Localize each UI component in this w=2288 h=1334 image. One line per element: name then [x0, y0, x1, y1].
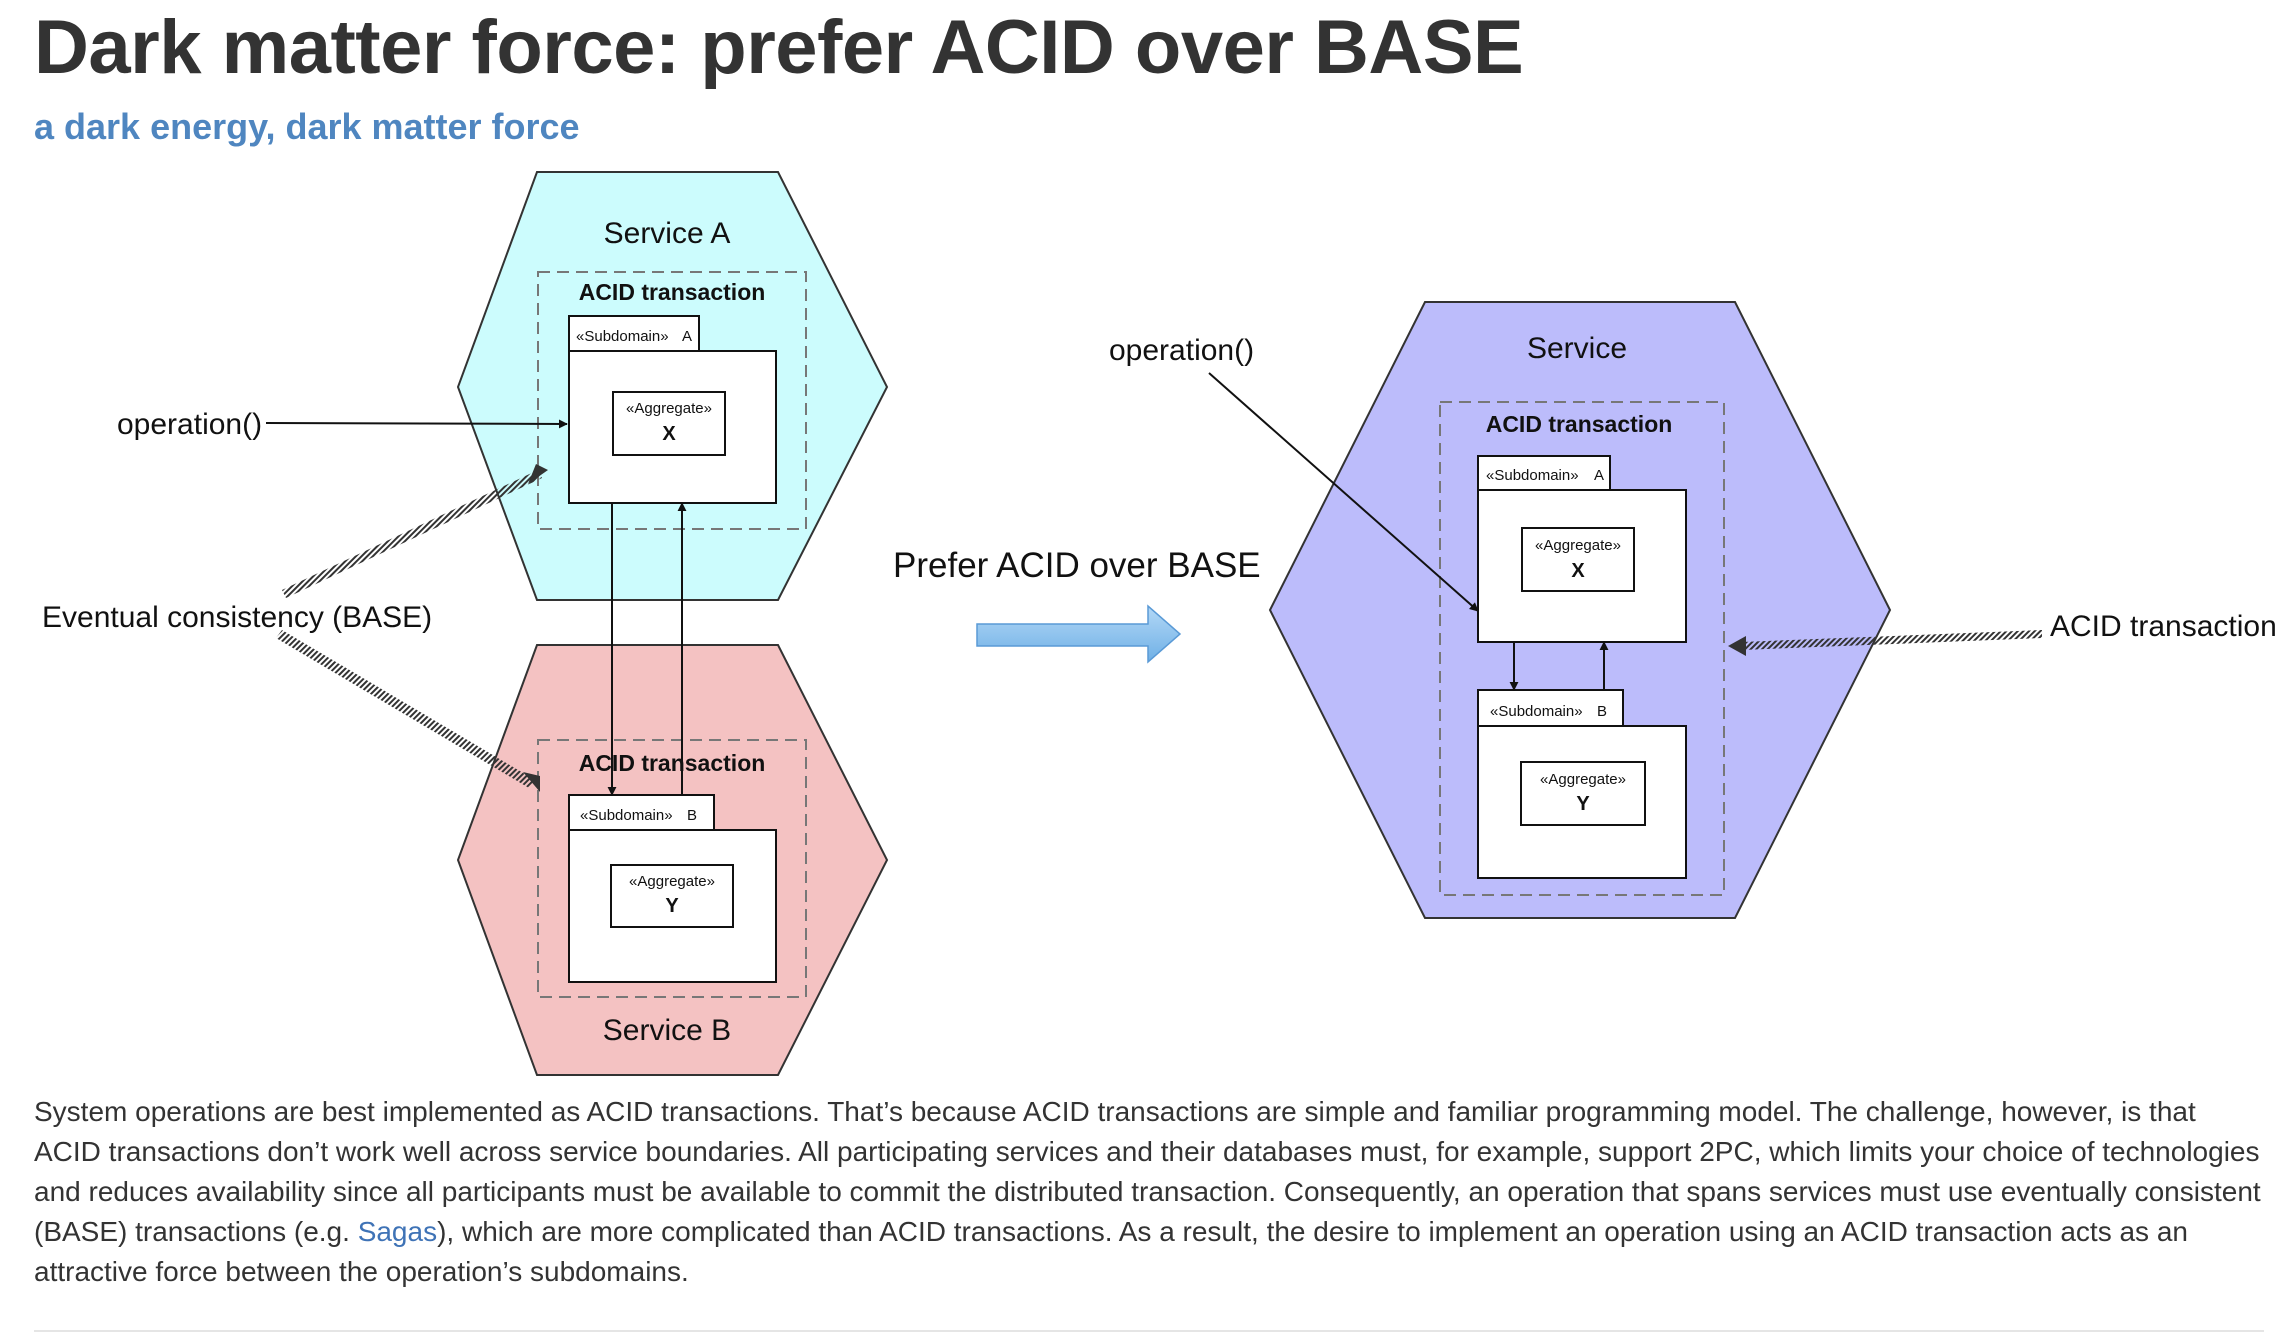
service-b-label: Service B	[603, 1014, 731, 1047]
right-acid-transaction-label: ACID transaction	[2050, 610, 2277, 643]
service-a-acid-label: ACID transaction	[579, 279, 766, 305]
aggregate-y-stereotype: «Aggregate»	[629, 873, 715, 890]
subdomain-a-package: «Subdomain» A «Aggregate» X	[568, 315, 777, 504]
right-aggregate-y-stereotype: «Aggregate»	[1540, 771, 1626, 788]
subdomain-a-name: A	[682, 328, 692, 345]
right-subdomain-b-package: «Subdomain» B «Aggregate» Y	[1477, 689, 1687, 879]
subdomain-a-stereotype: «Subdomain»	[576, 328, 669, 345]
left-operation-label: operation()	[117, 408, 262, 441]
left-operation-arrow	[265, 419, 568, 429]
section-divider	[34, 1330, 2264, 1332]
right-subdomain-b-stereotype: «Subdomain»	[1490, 703, 1583, 720]
aggregate-y-name: Y	[665, 895, 679, 917]
right-aggregate-x-name: X	[1571, 560, 1585, 582]
eventual-consistency-label: Eventual consistency (BASE)	[42, 601, 432, 634]
body-text-start: System operations are best implemented a…	[34, 1096, 2261, 1247]
eventual-consistency-arrow-up	[282, 464, 548, 598]
subdomain-b-package: «Subdomain» B «Aggregate» Y	[568, 794, 777, 983]
aggregate-x-box	[612, 391, 726, 456]
aggregate-x-name: X	[662, 423, 676, 445]
service-a-hexagon: Service A ACID transaction «Subdomain» A…	[456, 171, 889, 601]
service-b-hexagon: ACID transaction «Subdomain» B «Aggregat…	[456, 644, 889, 1076]
page-subtitle: a dark energy, dark matter force	[34, 106, 580, 147]
service-acid-boundary	[1439, 401, 1725, 896]
right-aggregate-x-stereotype: «Aggregate»	[1535, 537, 1621, 554]
right-aggregate-y-name: Y	[1576, 793, 1590, 815]
right-aggregate-x-box	[1521, 527, 1635, 592]
page-title: Dark matter force: prefer ACID over BASE	[34, 5, 1524, 90]
service-acid-label: ACID transaction	[1486, 411, 1673, 437]
service-b-acid-boundary	[537, 739, 807, 998]
service-a-label: Service A	[604, 217, 731, 250]
subdomain-b-stereotype: «Subdomain»	[580, 807, 673, 824]
aggregate-x-stereotype: «Aggregate»	[626, 400, 712, 417]
subdomain-b-name: B	[687, 807, 697, 824]
service-hexagon: Service ACID transaction «Subdomain» A «…	[1268, 301, 1892, 919]
right-subdomain-b-name: B	[1597, 703, 1607, 720]
right-operation-arrow	[1208, 372, 1479, 612]
body-text-end: ), which are more complicated than ACID …	[34, 1216, 2188, 1287]
prefer-label: Prefer ACID over BASE	[893, 546, 1261, 585]
architecture-diagram: Service A ACID transaction «Subdomain» A…	[42, 171, 2277, 1076]
right-aggregate-y-box	[1520, 761, 1646, 826]
right-operation-label: operation()	[1109, 334, 1254, 367]
right-subdomain-a-package: «Subdomain» A «Aggregate» X	[1477, 455, 1687, 643]
aggregate-y-box	[610, 864, 734, 928]
right-subdomain-a-stereotype: «Subdomain»	[1486, 467, 1579, 484]
eventual-consistency-arrow-down	[276, 630, 540, 792]
right-subdomain-a-name: A	[1594, 467, 1604, 484]
body-paragraph: System operations are best implemented a…	[34, 1092, 2264, 1292]
acid-transaction-arrow	[1728, 630, 2042, 656]
service-label: Service	[1527, 332, 1627, 365]
sagas-link[interactable]: Sagas	[357, 1216, 438, 1247]
prefer-arrow-icon	[976, 604, 1182, 664]
service-b-acid-label: ACID transaction	[579, 750, 766, 776]
service-a-acid-boundary	[537, 271, 807, 530]
